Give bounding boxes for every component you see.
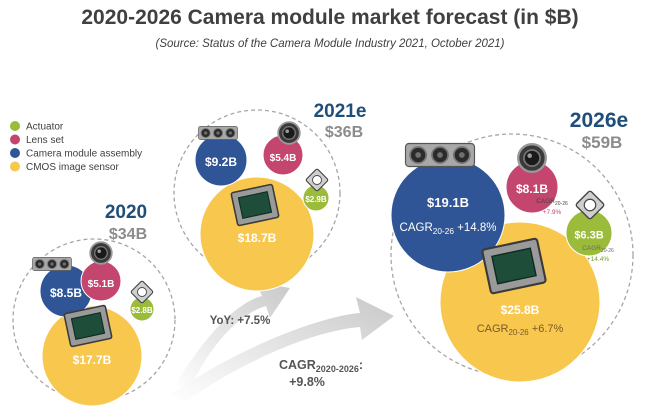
sensor-die	[491, 247, 537, 285]
total-label: $59B	[582, 133, 623, 152]
module-lens-center	[458, 152, 465, 158]
cagr-label-lens-set: CAGR20-26	[536, 198, 568, 207]
year-label: 2026e	[570, 109, 628, 132]
lens-glass	[523, 149, 541, 167]
legend-swatch	[10, 134, 20, 145]
legend-swatch	[10, 121, 20, 131]
value-label: $18.7B	[238, 231, 277, 245]
cagr-label-cmos-image-sensor: CAGR20-26 +6.7%	[477, 323, 564, 337]
value-label: $2.9B	[305, 195, 327, 204]
undefined	[198, 126, 238, 140]
sensor-die	[237, 191, 273, 219]
cagr-growth-label: CAGR2020-2026:	[279, 358, 363, 374]
cagr-value-lens-set: +7.9%	[543, 209, 562, 216]
year-label: 2021e	[314, 101, 367, 122]
module-lens-center	[437, 152, 443, 158]
value-label: $2.8B	[131, 306, 153, 315]
cagr-label-camera-module-assembly: CAGR20-26 +14.8%	[400, 222, 497, 236]
value-label: $5.1B	[88, 279, 115, 290]
year-label: 2020	[105, 202, 147, 223]
total-label: $36B	[325, 124, 363, 141]
lens-glass	[94, 246, 108, 260]
yoy-growth-label: YoY: +7.5%	[210, 315, 271, 327]
chart-title: 2020-2026 Camera module market forecast …	[81, 6, 579, 29]
total-label: $34B	[109, 226, 147, 243]
sensor-die	[70, 312, 106, 340]
undefined	[277, 121, 301, 145]
module-lens-center	[204, 131, 208, 135]
cagr-growth-value: +9.8%	[289, 375, 325, 389]
undefined	[517, 143, 547, 173]
lens-highlight	[97, 249, 101, 253]
year-group-2026e	[390, 133, 634, 383]
module-lens-center	[228, 131, 232, 135]
bubble-cmos-image-sensor	[199, 176, 315, 292]
value-label: $8.1B	[516, 182, 548, 196]
undefined	[89, 241, 113, 265]
undefined	[130, 280, 154, 304]
module-lens-center	[62, 262, 66, 266]
lens-glass	[282, 126, 296, 140]
lens-highlight	[285, 129, 289, 133]
value-label: $25.8B	[501, 303, 540, 317]
lens-highlight	[527, 153, 532, 158]
actuator-opening	[312, 175, 322, 185]
legend-entry: CMOS image sensor	[26, 162, 119, 173]
undefined	[481, 237, 547, 295]
module-lens-center	[415, 152, 422, 158]
value-label: $19.1B	[427, 195, 469, 210]
legend-swatch	[10, 148, 20, 158]
chart-subtitle: (Source: Status of the Camera Module Ind…	[155, 38, 505, 50]
year-group-2021e	[173, 109, 341, 292]
undefined	[230, 183, 280, 227]
outer-market-circle	[173, 109, 341, 277]
actuator-opening	[583, 198, 597, 212]
module-lens-center	[38, 262, 42, 266]
value-label: $17.7B	[73, 353, 112, 367]
legend-entry: Camera module assembly	[26, 149, 142, 160]
value-label: $8.5B	[50, 286, 82, 300]
module-lens-center	[50, 262, 54, 266]
undefined	[63, 304, 113, 348]
undefined	[305, 168, 329, 192]
legend-entry: Lens set	[26, 135, 64, 146]
undefined	[32, 257, 72, 271]
legend: Actuator Lens set Camera module assembly CM…	[10, 121, 142, 173]
cagr-value-actuator: +14.4%	[587, 256, 609, 263]
value-label: $6.3B	[574, 230, 603, 242]
undefined	[575, 190, 605, 220]
undefined	[404, 142, 476, 168]
legend-swatch	[10, 161, 20, 172]
value-label: $9.2B	[205, 155, 237, 169]
actuator-opening	[137, 287, 147, 297]
module-lens-center	[216, 131, 220, 135]
value-label: $5.4B	[270, 153, 297, 164]
legend-entry: Actuator	[26, 122, 64, 133]
yoy-growth-arrow	[175, 282, 290, 392]
cagr-label-actuator: CAGR20-26	[582, 245, 614, 254]
cagr-growth-arrow	[170, 297, 394, 402]
